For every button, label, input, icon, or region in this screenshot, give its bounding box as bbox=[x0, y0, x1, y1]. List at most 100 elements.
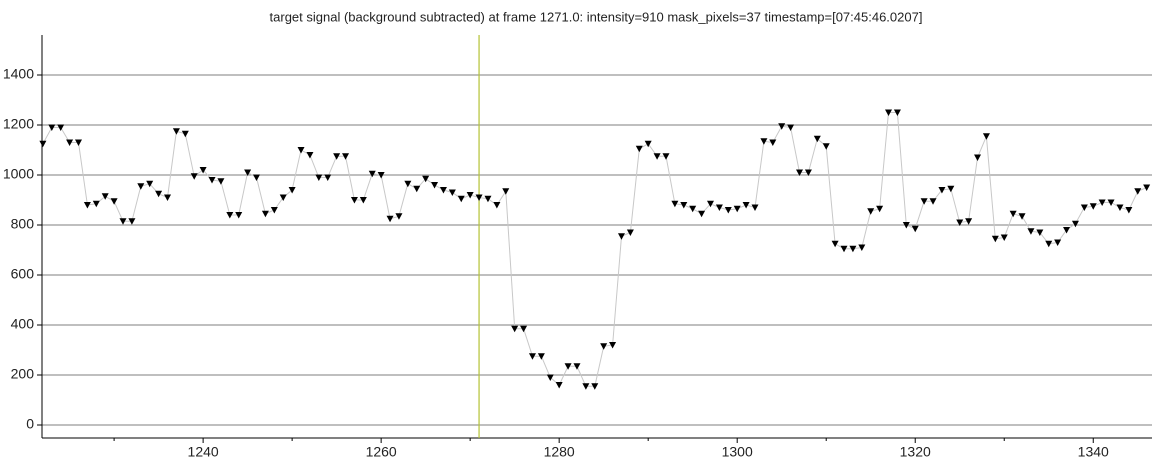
marker bbox=[217, 178, 225, 185]
marker bbox=[689, 205, 697, 213]
y-tick-label: 400 bbox=[11, 316, 35, 332]
marker bbox=[635, 145, 643, 153]
marker bbox=[893, 109, 901, 116]
marker bbox=[66, 139, 74, 146]
marker bbox=[413, 185, 421, 193]
marker bbox=[528, 353, 536, 360]
marker bbox=[270, 207, 278, 214]
marker bbox=[261, 210, 269, 218]
marker bbox=[982, 133, 990, 140]
x-tick-label: 1340 bbox=[1078, 444, 1109, 460]
marker bbox=[813, 135, 821, 143]
x-tick-label: 1320 bbox=[900, 444, 931, 460]
marker bbox=[831, 240, 839, 248]
y-tick-label: 600 bbox=[11, 266, 35, 282]
marker bbox=[564, 363, 572, 370]
marker bbox=[137, 183, 145, 190]
marker bbox=[83, 202, 91, 209]
x-tick-label: 1300 bbox=[722, 444, 753, 460]
marker bbox=[1071, 220, 1079, 228]
marker bbox=[876, 205, 884, 213]
marker bbox=[902, 222, 910, 229]
marker bbox=[350, 197, 358, 204]
marker bbox=[671, 200, 679, 208]
marker bbox=[724, 207, 732, 214]
marker bbox=[359, 197, 367, 204]
marker bbox=[1107, 199, 1115, 206]
marker bbox=[1089, 203, 1097, 210]
marker bbox=[662, 153, 670, 160]
marker bbox=[947, 185, 955, 193]
marker bbox=[822, 143, 830, 150]
marker bbox=[573, 363, 581, 370]
marker bbox=[439, 187, 447, 194]
chart-title: target signal (background subtracted) at… bbox=[270, 9, 923, 24]
marker bbox=[1063, 227, 1071, 234]
marker bbox=[110, 198, 118, 205]
marker bbox=[778, 123, 786, 130]
marker bbox=[404, 180, 412, 188]
marker bbox=[974, 154, 982, 161]
marker bbox=[706, 200, 714, 208]
marker bbox=[39, 140, 47, 148]
y-tick-label: 1200 bbox=[3, 116, 34, 132]
marker bbox=[199, 167, 207, 174]
marker bbox=[938, 187, 946, 194]
marker bbox=[457, 195, 465, 203]
x-tick-label: 1280 bbox=[544, 444, 575, 460]
y-tick-label: 1400 bbox=[3, 66, 34, 82]
marker bbox=[1125, 207, 1133, 214]
marker bbox=[626, 229, 634, 236]
marker bbox=[849, 245, 857, 253]
marker bbox=[190, 173, 198, 180]
marker bbox=[715, 204, 723, 211]
marker bbox=[582, 383, 590, 390]
marker bbox=[431, 182, 439, 189]
marker bbox=[146, 180, 154, 188]
marker bbox=[1027, 228, 1035, 235]
marker bbox=[1036, 229, 1044, 236]
marker bbox=[502, 188, 510, 195]
marker bbox=[57, 124, 65, 131]
marker bbox=[920, 198, 928, 205]
marker bbox=[520, 325, 528, 333]
marker bbox=[1000, 234, 1008, 241]
marker bbox=[368, 170, 376, 178]
marker bbox=[172, 128, 180, 135]
marker bbox=[867, 208, 875, 215]
marker bbox=[858, 244, 866, 251]
marker bbox=[591, 383, 599, 390]
marker bbox=[395, 213, 403, 220]
marker bbox=[511, 325, 519, 333]
marker bbox=[226, 212, 234, 219]
marker bbox=[1134, 188, 1142, 195]
marker bbox=[742, 202, 750, 209]
y-tick-label: 0 bbox=[26, 416, 34, 432]
marker bbox=[475, 194, 483, 201]
marker bbox=[911, 225, 919, 233]
marker bbox=[1045, 240, 1053, 248]
marker bbox=[1116, 204, 1124, 211]
marker bbox=[377, 172, 385, 179]
marker bbox=[653, 153, 661, 160]
marker bbox=[991, 235, 999, 243]
marker bbox=[609, 342, 617, 349]
marker bbox=[751, 204, 759, 211]
marker bbox=[804, 169, 812, 176]
marker bbox=[74, 139, 82, 146]
marker bbox=[965, 218, 973, 225]
marker bbox=[537, 353, 545, 360]
y-tick-label: 200 bbox=[11, 366, 35, 382]
marker bbox=[1054, 239, 1062, 246]
marker bbox=[422, 175, 430, 183]
marker bbox=[279, 194, 287, 201]
marker bbox=[1009, 210, 1017, 218]
marker bbox=[680, 202, 688, 209]
marker bbox=[333, 153, 341, 160]
marker bbox=[769, 139, 777, 146]
marker bbox=[796, 169, 804, 176]
marker bbox=[128, 218, 136, 225]
marker bbox=[386, 215, 394, 223]
marker bbox=[101, 193, 109, 200]
